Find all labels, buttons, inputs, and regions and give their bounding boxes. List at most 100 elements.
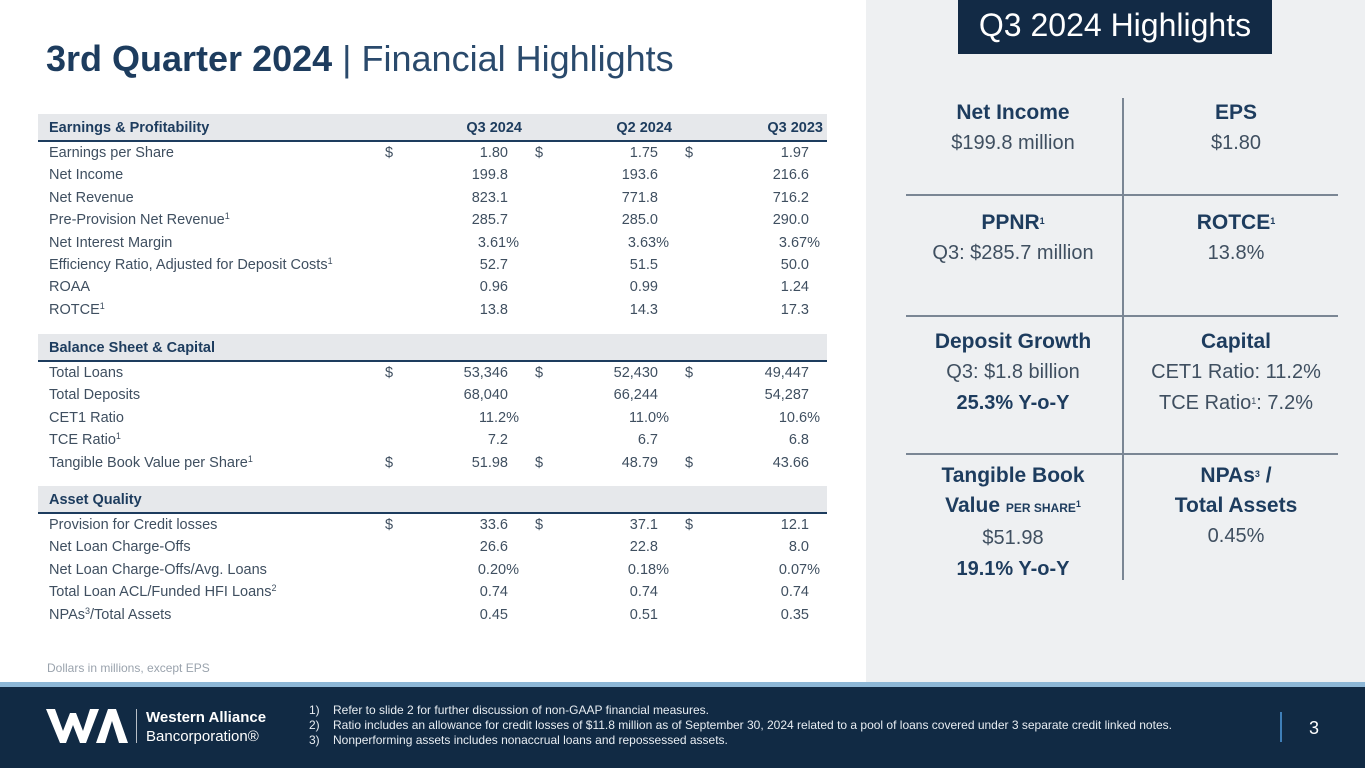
row-value: 54,287 [765,387,809,403]
row-value: 53,346 [464,365,508,381]
row-value: 11.2% [479,410,519,426]
row-value: 33.6 [480,517,508,533]
value-text: 0.20 [477,561,507,578]
value-text: 7.2 [487,432,508,449]
title-bold: 3rd Quarter 2024 [46,38,333,79]
deposit-growth-cell: Deposit Growth Q3: $1.8 billion 25.3% Y-… [906,327,1120,419]
value-text: 193.6 [621,167,658,184]
section-header: Earnings & Profitability Q3 2024 Q2 2024… [38,114,827,142]
value-text: 823.1 [471,189,508,206]
percent-sign: % [656,234,669,251]
logo-divider [136,709,137,743]
section-title: Asset Quality [49,492,142,508]
row-label-text: Total Loans [49,365,124,381]
row-value: 51.5 [630,257,658,273]
footnotes: 1) Refer to slide 2 for further discussio… [309,703,1172,748]
currency-symbol: $ [385,145,394,161]
row-value: 0.96 [480,279,508,295]
row-label-text: Earnings per Share [49,145,174,161]
row-label-text: NPAs [49,606,85,623]
value-text: 0.74 [479,584,508,601]
value-text: 68,040 [463,387,508,404]
row-value: 66,244 [614,387,658,403]
cell-heading: Total Assets [1174,494,1298,517]
brand-name: Western Alliance [146,709,267,726]
currency-symbol: $ [535,145,544,161]
row-label-text: Tangible Book Value per Share [49,454,248,471]
row-label: CET1 Ratio [49,410,124,426]
value-text: 771.8 [621,189,658,206]
row-label-text: Net Loan Charge-Offs [49,539,191,556]
footnote-ref: 1 [115,431,121,442]
cell-heading-text: Value [945,494,1000,517]
cell-heading-text: NPAs [1200,464,1255,487]
cell-value: 13.8% [1207,242,1265,264]
grid-divider [906,194,1338,196]
row-value: 0.35 [781,607,809,623]
footnote-ref: 3 [1254,469,1260,479]
value-text: 216.6 [772,167,809,184]
row-value: 216.6 [773,167,809,183]
row-label-text: Net Revenue [49,189,134,206]
table-row: ROTCE1 13.8 14.3 17.3 [38,299,827,321]
row-value: 26.6 [480,539,508,555]
footnote: 3) Nonperforming assets includes nonaccru… [309,733,1172,748]
row-value: 823.1 [472,190,508,206]
page-title: 3rd Quarter 2024 | Financial Highlights [46,38,674,80]
table-row: Total Loan ACL/Funded HFI Loans2 0.74 0.74… [38,581,827,603]
value-text: 51.5 [629,256,658,273]
row-value: 8.0 [789,539,809,555]
balance-sheet-table: Balance Sheet & Capital Total Loans $ $ $53… [38,334,827,474]
column-header: Q3 2023 [767,120,823,136]
cell-heading-text: / [1259,464,1272,487]
cell-value: CET1 Ratio: 11.2% [1151,361,1321,383]
footnote-ref: 1 [247,453,253,464]
row-value: 49,447 [765,365,809,381]
row-label: ROTCE1 [49,300,105,318]
row-label: Net Loan Charge-Offs/Avg. Loans [49,562,267,578]
currency-symbol: $ [535,365,544,381]
currency-symbol: $ [535,517,544,533]
row-value: 48.79 [622,455,658,471]
footnote-ref: 1 [99,300,105,311]
percent-sign: % [807,234,820,251]
footnote-ref: 1 [1251,396,1257,406]
cell-value: $199.8 million [951,132,1075,154]
net-income-cell: Net Income $199.8 million [906,98,1120,159]
table-row: Efficiency Ratio, Adjusted for Deposit C… [38,254,827,276]
cell-value-text: TCE Ratio [1159,392,1252,414]
row-label: Pre-Provision Net Revenue1 [49,212,230,229]
units-note: Dollars in millions, except EPS [47,661,210,675]
currency-symbol: $ [385,365,394,381]
row-label: ROAA [49,279,90,295]
row-value: 0.20% [477,561,519,578]
row-value: 771.8 [622,190,658,206]
highlights-panel [866,0,1365,682]
row-label: Total Deposits [49,387,140,403]
value-text: 3.67 [778,234,808,251]
table-row: Tangible Book Value per Share1 $ $ $51.98 48… [38,452,827,474]
cell-heading: Capital [1200,330,1271,353]
row-value: 6.8 [789,432,809,448]
row-label: Total Loan ACL/Funded HFI Loans2 [49,583,277,601]
row-value: 0.51 [630,607,658,623]
footer-stripe [0,682,1365,687]
row-value: 290.0 [773,212,809,228]
row-value: 1.80 [480,145,508,161]
grid-divider-vertical [1122,98,1124,580]
table-row: ROAA 0.96 0.99 1.24 [38,276,827,298]
value-text: 0.18 [627,561,657,578]
rotce-cell: ROTCE1 13.8% [1124,208,1348,269]
footnote-ref: 2 [271,583,277,594]
table-row: Net Loan Charge-Offs/Avg. Loans 0.20% 0.18… [38,559,827,581]
western-alliance-logo-icon [46,709,128,743]
row-value: 0.74 [480,584,508,600]
row-label: Net Income [49,167,123,183]
row-value: 285.7 [472,212,508,228]
footnote-ref: 3 [85,605,91,616]
cell-heading: NPAs3 / [1124,461,1348,491]
row-label-text: ROTCE [49,301,100,318]
row-value: 37.1 [630,517,658,533]
section-title: Earnings & Profitability [49,120,210,136]
value-text: 1.75 [629,145,658,161]
